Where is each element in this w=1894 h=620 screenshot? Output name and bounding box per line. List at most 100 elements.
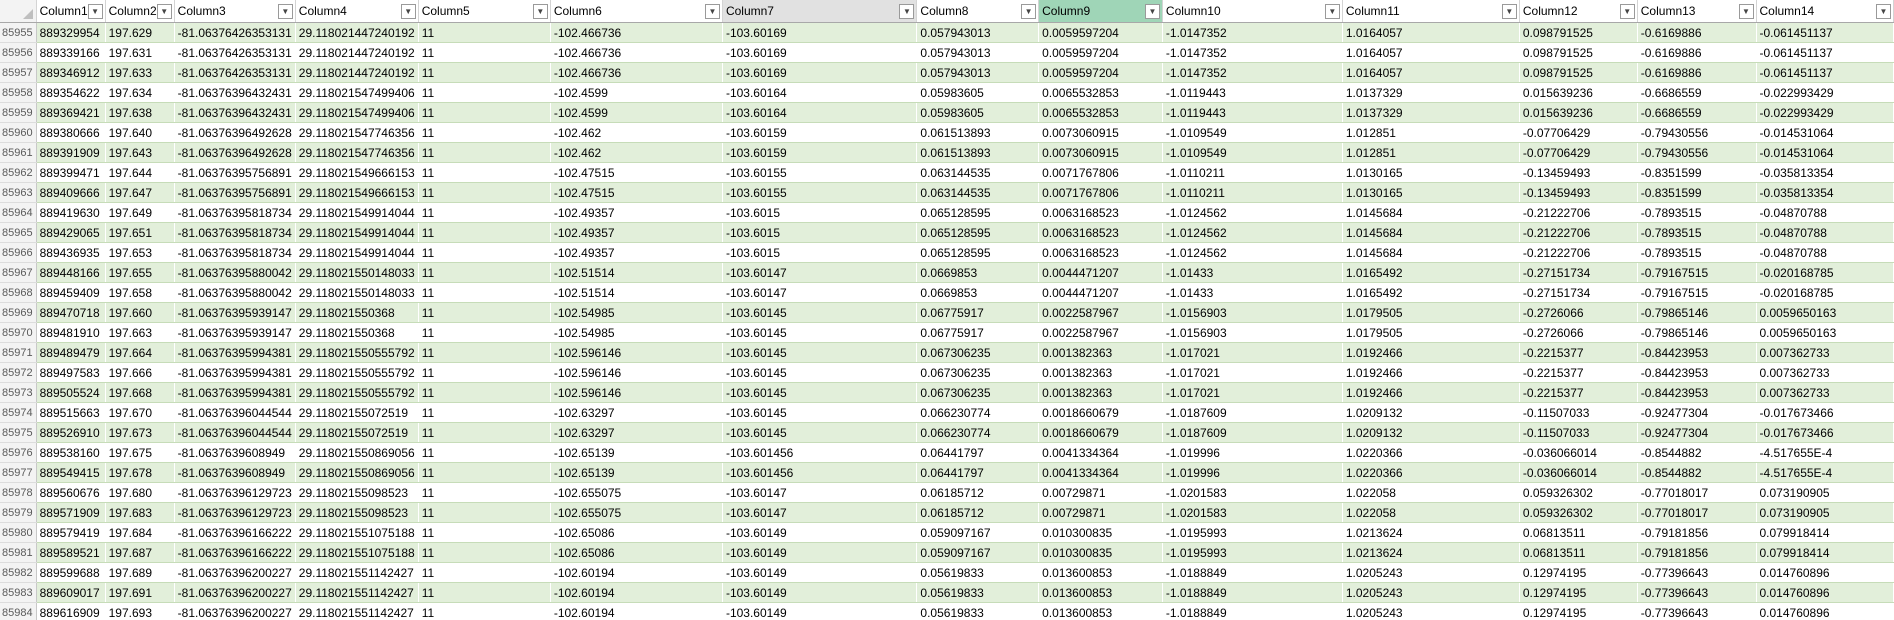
table-cell[interactable]: -1.0195993	[1162, 542, 1343, 563]
table-cell[interactable]: 11	[418, 202, 551, 223]
table-cell[interactable]: 0.015639236	[1519, 102, 1638, 123]
table-cell[interactable]: -0.6169886	[1637, 62, 1756, 83]
row-number[interactable]: 85974	[0, 402, 37, 423]
chevron-down-icon[interactable]: ▼	[1021, 3, 1037, 19]
table-cell[interactable]: 0.063144535	[916, 182, 1039, 203]
table-cell[interactable]: -0.04870788	[1756, 202, 1894, 223]
table-cell[interactable]: -1.0147352	[1162, 42, 1343, 63]
table-cell[interactable]: -81.06376395994381	[174, 362, 296, 383]
chevron-down-icon[interactable]: ▼	[156, 3, 172, 19]
table-cell[interactable]: 197.675	[105, 442, 175, 463]
table-cell[interactable]: 1.022058	[1342, 482, 1520, 503]
table-cell[interactable]: 889459409	[36, 282, 106, 303]
table-cell[interactable]: -0.77018017	[1637, 482, 1756, 503]
table-cell[interactable]: 1.0209132	[1342, 422, 1520, 443]
table-cell[interactable]: 889599688	[36, 562, 106, 583]
column-header-7[interactable]: Column7 ▼	[722, 0, 918, 23]
table-cell[interactable]: 29.118021549914044	[295, 222, 419, 243]
table-cell[interactable]: 11	[418, 602, 551, 620]
table-cell[interactable]: 889436935	[36, 242, 106, 263]
table-cell[interactable]: -0.04870788	[1756, 222, 1894, 243]
table-cell[interactable]: 0.066230774	[916, 422, 1039, 443]
table-cell[interactable]: -1.0147352	[1162, 22, 1343, 43]
table-cell[interactable]: 889448166	[36, 262, 106, 283]
table-cell[interactable]: 889429065	[36, 222, 106, 243]
chevron-down-icon[interactable]: ▼	[400, 3, 416, 19]
table-cell[interactable]: 29.118021447240192	[295, 42, 419, 63]
table-cell[interactable]: 11	[418, 302, 551, 323]
table-cell[interactable]: 0.059326302	[1519, 502, 1638, 523]
table-cell[interactable]: -102.65139	[550, 462, 723, 483]
table-cell[interactable]: 0.010300835	[1038, 522, 1163, 543]
column-header-8[interactable]: Column8 ▼	[916, 0, 1040, 23]
table-cell[interactable]: 0.06813511	[1519, 542, 1638, 563]
table-cell[interactable]: 0.073190905	[1756, 482, 1894, 503]
table-cell[interactable]: -103.60145	[722, 422, 917, 443]
table-cell[interactable]: 197.670	[105, 402, 175, 423]
table-cell[interactable]: -0.061451137	[1756, 22, 1894, 43]
table-cell[interactable]: 0.0059597204	[1038, 62, 1163, 83]
table-cell[interactable]: 1.0165492	[1342, 262, 1520, 283]
table-cell[interactable]: 889391909	[36, 142, 106, 163]
column-header-2[interactable]: Column2 ▼	[105, 0, 175, 23]
table-cell[interactable]: -81.06376395818734	[174, 222, 296, 243]
table-cell[interactable]: -81.06376395756891	[174, 182, 296, 203]
table-cell[interactable]: -4.517655E-4	[1756, 462, 1894, 483]
table-cell[interactable]: -103.60169	[722, 42, 917, 63]
table-cell[interactable]: 0.05619833	[916, 582, 1039, 603]
table-cell[interactable]: -102.655075	[550, 502, 723, 523]
table-cell[interactable]: -0.79167515	[1637, 282, 1756, 303]
table-cell[interactable]: 889538160	[36, 442, 106, 463]
table-cell[interactable]: -1.0156903	[1162, 322, 1343, 343]
table-cell[interactable]: 0.001382363	[1038, 362, 1163, 383]
table-cell[interactable]: 29.118021547499406	[295, 82, 419, 103]
table-cell[interactable]: 11	[418, 242, 551, 263]
table-cell[interactable]: 29.118021550869056	[295, 442, 419, 463]
table-cell[interactable]: -103.6015	[722, 222, 917, 243]
table-cell[interactable]: 11	[418, 322, 551, 343]
table-cell[interactable]: 0.12974195	[1519, 582, 1638, 603]
table-cell[interactable]: -103.60147	[722, 262, 917, 283]
column-header-9[interactable]: Column9 ▼	[1038, 0, 1163, 23]
table-cell[interactable]: -103.60145	[722, 302, 917, 323]
table-cell[interactable]: 1.0205243	[1342, 602, 1520, 620]
table-cell[interactable]: -0.13459493	[1519, 182, 1638, 203]
row-number[interactable]: 85976	[0, 442, 37, 463]
table-cell[interactable]: -1.017021	[1162, 342, 1343, 363]
table-cell[interactable]: 0.014760896	[1756, 562, 1894, 583]
table-cell[interactable]: 29.118021550148033	[295, 282, 419, 303]
table-cell[interactable]: 0.06185712	[916, 502, 1039, 523]
table-cell[interactable]: -102.49357	[550, 222, 723, 243]
table-cell[interactable]: 1.0145684	[1342, 202, 1520, 223]
table-cell[interactable]: 1.0205243	[1342, 562, 1520, 583]
table-cell[interactable]: 0.0071767806	[1038, 182, 1163, 203]
table-cell[interactable]: 1.0213624	[1342, 522, 1520, 543]
table-cell[interactable]: 889526910	[36, 422, 106, 443]
table-cell[interactable]: 889346912	[36, 62, 106, 83]
table-cell[interactable]: 1.0165492	[1342, 282, 1520, 303]
table-cell[interactable]: 889616909	[36, 602, 106, 620]
table-cell[interactable]: 29.11802155098523	[295, 482, 419, 503]
table-cell[interactable]: 11	[418, 522, 551, 543]
table-cell[interactable]: -0.6169886	[1637, 22, 1756, 43]
table-cell[interactable]: -0.8351599	[1637, 162, 1756, 183]
table-cell[interactable]: 11	[418, 502, 551, 523]
table-cell[interactable]: 0.0071767806	[1038, 162, 1163, 183]
table-cell[interactable]: 197.663	[105, 322, 175, 343]
table-cell[interactable]: -1.0201583	[1162, 482, 1343, 503]
table-cell[interactable]: -103.60145	[722, 362, 917, 383]
table-cell[interactable]: -81.06376395818734	[174, 202, 296, 223]
table-cell[interactable]: 197.634	[105, 82, 175, 103]
table-cell[interactable]: 197.673	[105, 422, 175, 443]
table-cell[interactable]: 889354622	[36, 82, 106, 103]
table-cell[interactable]: -103.60145	[722, 342, 917, 363]
table-cell[interactable]: -102.60194	[550, 562, 723, 583]
table-cell[interactable]: -103.60164	[722, 82, 917, 103]
table-cell[interactable]: 0.057943013	[916, 42, 1039, 63]
table-cell[interactable]: 0.0059650163	[1756, 302, 1894, 323]
row-number[interactable]: 85979	[0, 502, 37, 523]
table-cell[interactable]: -1.0119443	[1162, 102, 1343, 123]
table-cell[interactable]: 0.001382363	[1038, 342, 1163, 363]
table-cell[interactable]: 29.118021550368	[295, 302, 419, 323]
